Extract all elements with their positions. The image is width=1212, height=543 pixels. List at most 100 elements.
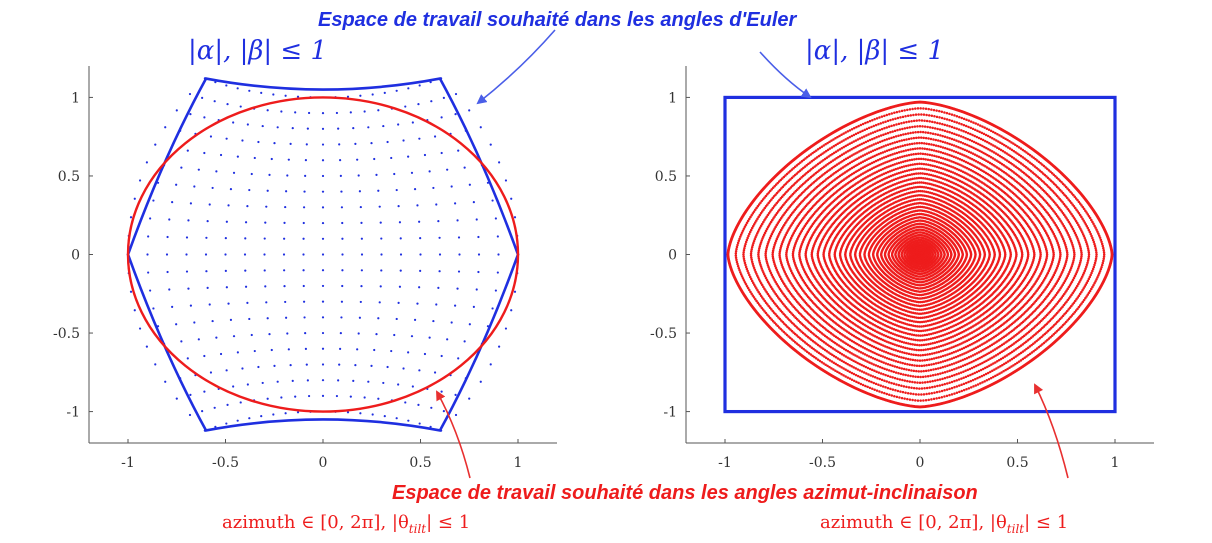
sample-point: [322, 159, 324, 161]
sample-point: [417, 404, 419, 406]
sample-point: [322, 395, 324, 397]
sample-point: [303, 190, 305, 192]
x-tick-label: -1: [121, 455, 135, 471]
sample-point: [468, 398, 470, 400]
sample-point: [399, 286, 401, 288]
sample-point: [924, 177, 927, 180]
sample-point: [476, 288, 478, 290]
sample-point: [379, 301, 381, 303]
sample-point: [937, 254, 940, 256]
sample-point: [203, 152, 205, 154]
sample-point: [965, 255, 968, 258]
sample-point: [451, 185, 453, 187]
sample-point: [907, 332, 910, 335]
sample-point: [473, 201, 475, 203]
sample-point: [212, 320, 214, 322]
sample-point: [205, 270, 207, 272]
sample-point: [495, 217, 497, 219]
sample-point: [495, 289, 497, 291]
sample-point: [393, 334, 395, 336]
sample-point: [303, 206, 305, 208]
sample-point: [322, 253, 324, 255]
sample-point: [230, 319, 232, 321]
sample-point: [187, 150, 189, 152]
sample-point: [930, 338, 933, 341]
sample-point: [209, 203, 211, 205]
sample-point: [917, 172, 920, 175]
sample-point: [226, 404, 228, 406]
sample-point: [139, 327, 141, 329]
sample-point: [283, 253, 285, 255]
sample-point: [166, 253, 168, 255]
sample-point: [263, 253, 265, 255]
sample-point: [306, 143, 308, 145]
sample-point: [416, 204, 418, 206]
x-tick-label: 0: [319, 455, 328, 471]
sample-point: [918, 177, 921, 180]
sample-point: [911, 333, 914, 336]
sample-point: [322, 269, 324, 271]
sample-point: [457, 357, 459, 359]
sample-point: [927, 168, 930, 171]
sample-point: [921, 168, 924, 171]
y-tick-label: -0.5: [53, 326, 80, 342]
sample-point: [356, 159, 358, 161]
sample-point: [446, 169, 448, 171]
sample-point: [226, 221, 228, 223]
sample-point: [377, 398, 379, 400]
sample-point: [322, 238, 324, 240]
sample-point: [360, 222, 362, 224]
sample-point: [407, 420, 409, 422]
sample-point: [205, 253, 207, 255]
sample-point: [931, 254, 934, 257]
sample-point: [209, 303, 211, 305]
sample-point: [498, 346, 500, 348]
sample-point: [244, 237, 246, 239]
sample-point: [203, 116, 205, 118]
sample-point: [322, 128, 324, 130]
sample-point: [925, 338, 928, 341]
sample-point: [926, 178, 929, 181]
sample-point: [476, 218, 478, 220]
sample-point: [361, 238, 363, 240]
sample-point: [439, 253, 441, 255]
sample-point: [437, 220, 439, 222]
sample-point: [438, 237, 440, 239]
sample-point: [404, 105, 406, 107]
sample-point: [397, 383, 399, 385]
sample-point: [469, 323, 471, 325]
sample-point: [928, 173, 931, 176]
sample-point: [923, 339, 926, 342]
sample-point: [341, 253, 343, 255]
sample-point: [912, 168, 915, 171]
sample-point: [398, 205, 400, 207]
y-tick-label: 0: [668, 248, 677, 264]
concentric-samples: [727, 101, 1114, 408]
sample-point: [920, 330, 923, 333]
sample-point: [226, 369, 228, 371]
sample-point: [497, 271, 499, 273]
sample-point: [380, 237, 382, 239]
sample-point: [928, 333, 931, 336]
sample-point: [201, 410, 203, 412]
sample-point: [505, 327, 507, 329]
sample-point: [322, 363, 324, 365]
sample-point: [469, 184, 471, 186]
x-tick-label: 0.5: [1006, 455, 1028, 471]
sample-point: [373, 158, 375, 160]
sample-point: [921, 172, 924, 175]
sample-point: [233, 335, 235, 337]
sample-point: [262, 382, 264, 384]
sample-point: [924, 334, 927, 337]
sample-point: [337, 128, 339, 130]
sample-point: [418, 221, 420, 223]
sample-point: [419, 84, 421, 86]
sample-point: [198, 169, 200, 171]
sample-point: [386, 366, 388, 368]
sample-point: [284, 301, 286, 303]
sample-point: [917, 334, 920, 337]
y-tick-label: 0: [71, 248, 80, 264]
